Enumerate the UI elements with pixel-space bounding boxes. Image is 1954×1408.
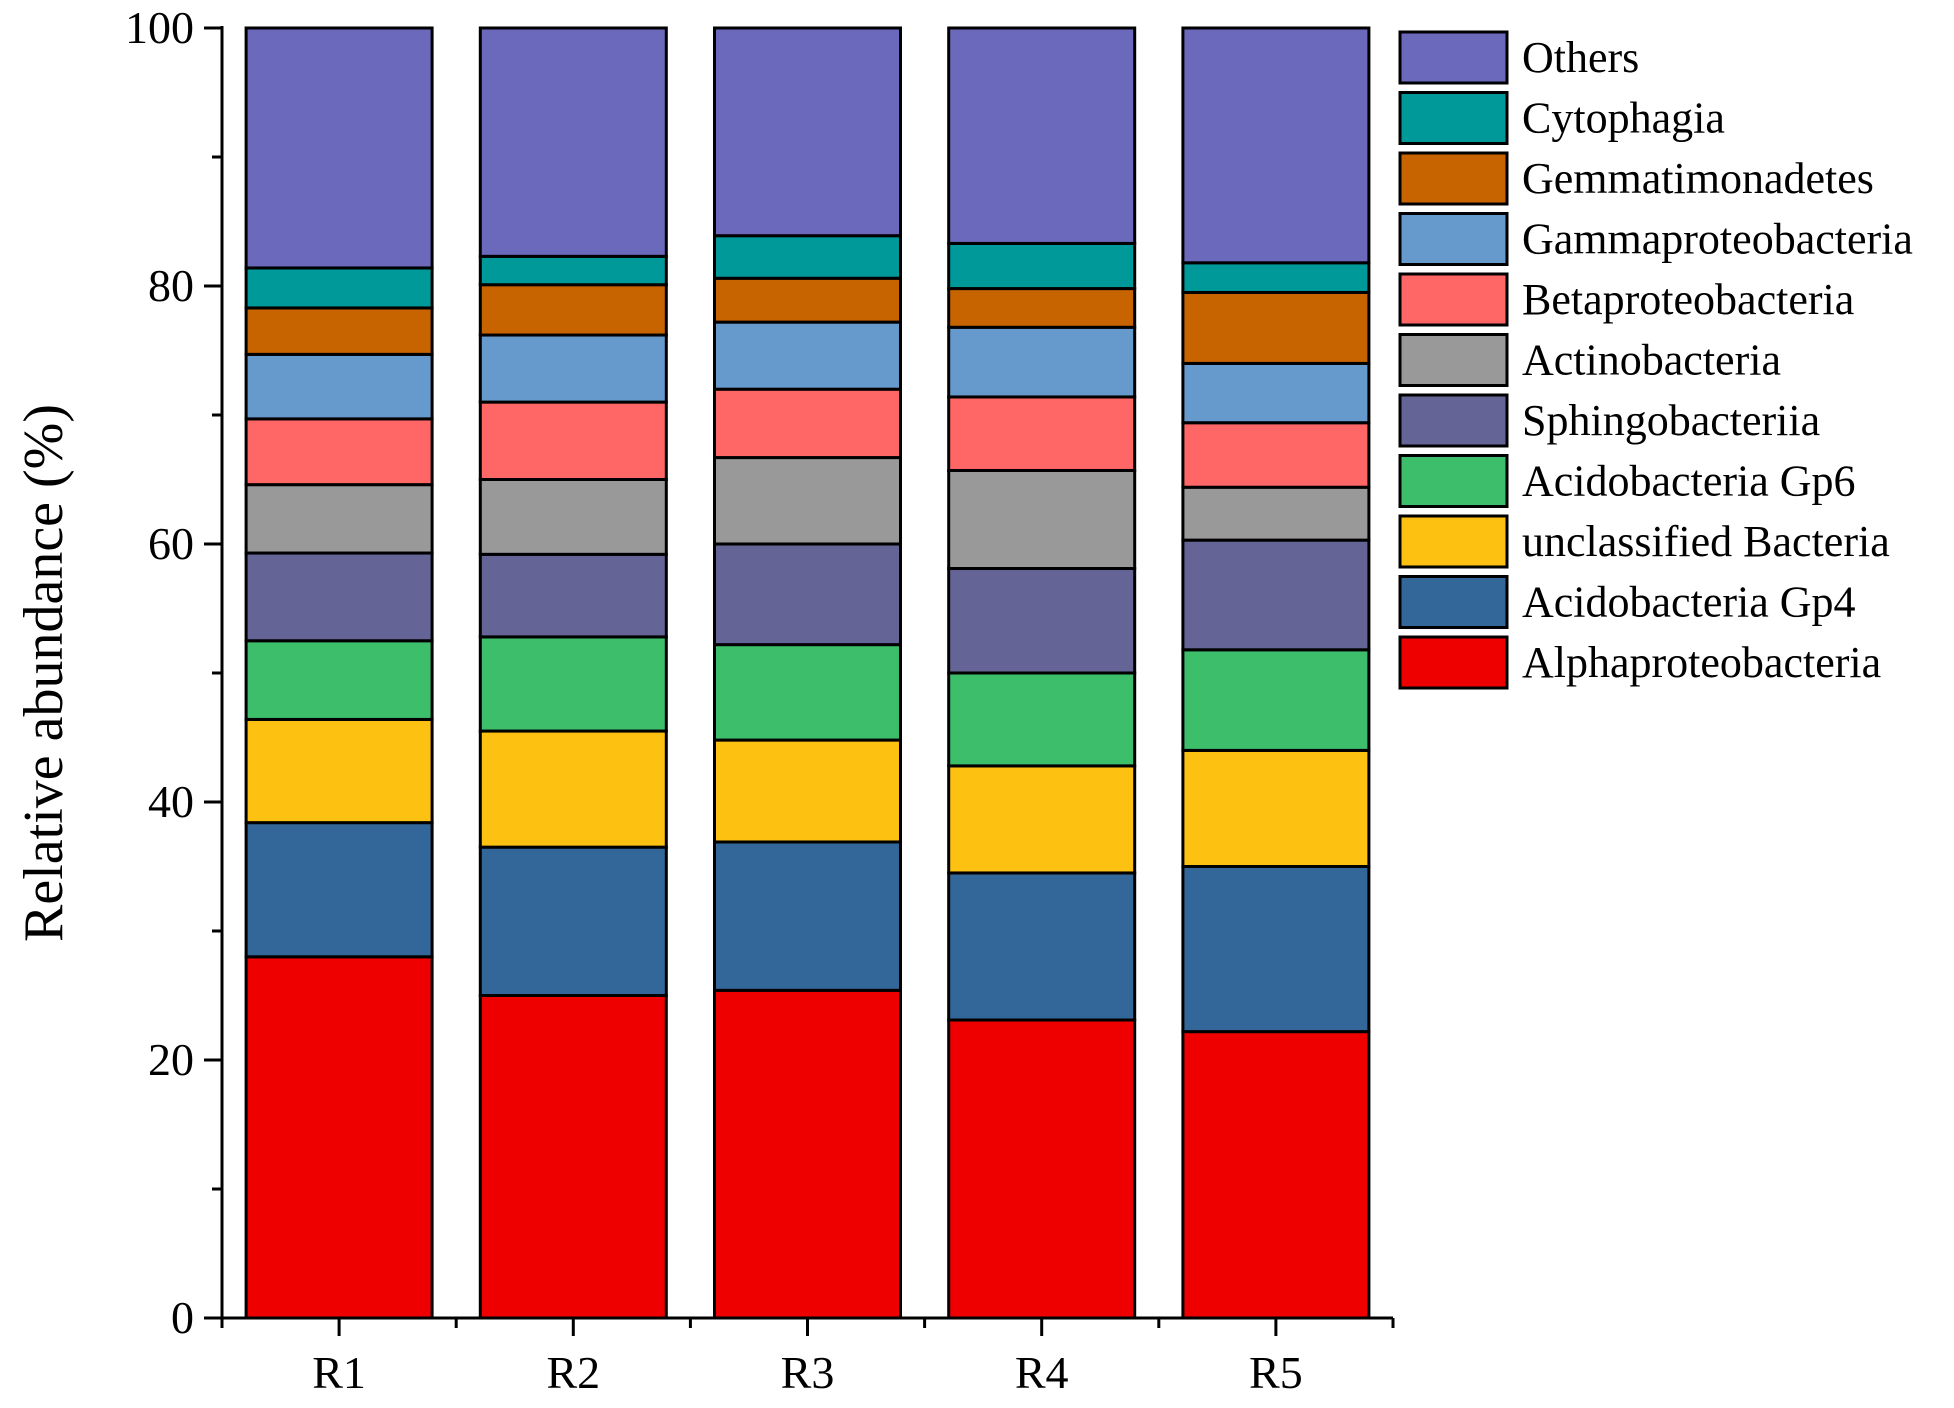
bar-segment-R4-6 xyxy=(947,395,1137,472)
bar-segment-R1-3 xyxy=(244,639,434,721)
bar-segment-R5-4 xyxy=(1181,538,1371,652)
bar-segment-R5-7 xyxy=(1181,361,1371,425)
bar-segment-R4-9 xyxy=(947,241,1137,291)
legend-swatch-7 xyxy=(1398,212,1509,266)
bar-segment-R3-8 xyxy=(713,276,902,324)
legend-swatch-9 xyxy=(1398,91,1509,145)
x-tick-label-R1: R1 xyxy=(312,1347,366,1398)
tick-labels: 0 20 40 60 80 100 R1 R2 R3 R4 R5 xyxy=(125,2,1303,1398)
legend-label-7: Gammaproteobacteria xyxy=(1522,215,1913,264)
x-tick-label-R4: R4 xyxy=(1015,1347,1069,1398)
legend-swatch-10 xyxy=(1398,30,1509,85)
bar-segment-R2-10 xyxy=(478,26,668,258)
bar-segment-R1-9 xyxy=(244,266,434,310)
y-tick-label-100: 100 xyxy=(125,2,194,53)
legend-label-10: Others xyxy=(1522,33,1639,82)
bar-segment-R5-8 xyxy=(1181,290,1371,365)
bar-segment-R4-8 xyxy=(947,287,1137,329)
bar-segment-R5-6 xyxy=(1181,421,1371,489)
legend-label-4: Sphingobacteriia xyxy=(1522,396,1820,445)
bar-segment-R3-5 xyxy=(713,456,902,546)
bar-segment-R4-3 xyxy=(947,671,1137,768)
bar-segment-R2-7 xyxy=(478,333,668,404)
legend-swatch-3 xyxy=(1398,454,1509,508)
y-tick-label-0: 0 xyxy=(171,1292,194,1343)
bar-segment-R3-4 xyxy=(713,542,902,647)
bar-segment-R1-2 xyxy=(244,717,434,825)
bar-segment-R4-7 xyxy=(947,325,1137,399)
bar-segment-R4-1 xyxy=(947,871,1137,1022)
bar-segment-R3-6 xyxy=(713,387,902,460)
bar-segment-R2-4 xyxy=(478,552,668,639)
bar-segment-R4-5 xyxy=(947,468,1137,571)
legend-swatch-6 xyxy=(1398,272,1509,327)
legend-label-9: Cytophagia xyxy=(1522,94,1725,143)
legend-swatch-4 xyxy=(1398,393,1509,448)
bar-segment-R2-1 xyxy=(478,845,668,998)
bar-segment-R5-0 xyxy=(1181,1030,1371,1320)
bar-segment-R1-1 xyxy=(244,821,434,959)
bar-segment-R3-2 xyxy=(713,738,902,844)
x-tick-label-R5: R5 xyxy=(1249,1347,1303,1398)
y-tick-label-20: 20 xyxy=(148,1034,194,1085)
bar-segment-R2-9 xyxy=(478,254,668,287)
bar-segment-R5-5 xyxy=(1181,485,1371,542)
legend-label-1: Acidobacteria Gp4 xyxy=(1522,578,1856,627)
bar-segment-R2-8 xyxy=(478,283,668,337)
bar-segment-R1-5 xyxy=(244,483,434,555)
y-tick-label-40: 40 xyxy=(148,776,194,827)
legend-swatch-1 xyxy=(1398,575,1509,629)
bar-segment-R3-3 xyxy=(713,643,902,742)
legend-swatch-0 xyxy=(1398,635,1509,690)
bar-segment-R3-10 xyxy=(713,26,902,238)
legend-label-3: Acidobacteria Gp6 xyxy=(1522,457,1856,506)
bar-segment-R2-2 xyxy=(478,729,668,849)
y-tick-label-80: 80 xyxy=(148,260,194,311)
bar-segment-R3-0 xyxy=(713,988,902,1320)
bar-segments xyxy=(244,26,1371,1320)
bar-segment-R3-7 xyxy=(713,320,902,391)
legend: Others Cytophagia Gemmatimonadetes Gammapro… xyxy=(1398,30,1913,690)
bar-segment-R4-4 xyxy=(947,567,1137,675)
legend-label-5: Actinobacteria xyxy=(1522,336,1781,385)
legend-label-0: Alphaproteobacteria xyxy=(1522,638,1881,687)
legend-swatch-2 xyxy=(1398,514,1509,569)
y-tick-label-60: 60 xyxy=(148,518,194,569)
x-tick-label-R3: R3 xyxy=(781,1347,835,1398)
bar-segment-R5-10 xyxy=(1181,26,1371,265)
legend-swatch-5 xyxy=(1398,333,1509,387)
bar-segment-R4-0 xyxy=(947,1018,1137,1320)
bar-segment-R1-6 xyxy=(244,417,434,487)
bar-segment-R5-9 xyxy=(1181,261,1371,294)
bar-segment-R5-1 xyxy=(1181,865,1371,1034)
bar-segment-R2-6 xyxy=(478,400,668,482)
bar-segment-R1-10 xyxy=(244,26,434,270)
bar-segment-R2-0 xyxy=(478,994,668,1320)
legend-swatch-8 xyxy=(1398,151,1509,206)
legend-label-8: Gemmatimonadetes xyxy=(1522,154,1874,203)
bar-segment-R3-9 xyxy=(713,234,902,280)
bar-segment-R5-2 xyxy=(1181,748,1371,869)
bar-segment-R1-4 xyxy=(244,551,434,643)
bar-segment-R1-8 xyxy=(244,306,434,356)
y-axis-title: Relative abundance (%) xyxy=(13,404,75,942)
tick-marks xyxy=(204,26,1395,1336)
bar-segment-R2-3 xyxy=(478,635,668,733)
bar-segment-R1-0 xyxy=(244,955,434,1320)
bar-segment-R4-2 xyxy=(947,764,1137,875)
bar-segment-R4-10 xyxy=(947,26,1137,245)
legend-label-2: unclassified Bacteria xyxy=(1522,517,1890,566)
x-tick-label-R2: R2 xyxy=(546,1347,600,1398)
bar-segment-R1-7 xyxy=(244,352,434,421)
bar-segment-R5-3 xyxy=(1181,648,1371,752)
bar-segment-R3-1 xyxy=(713,840,902,992)
legend-label-6: Betaproteobacteria xyxy=(1522,275,1854,324)
bar-segment-R2-5 xyxy=(478,478,668,556)
